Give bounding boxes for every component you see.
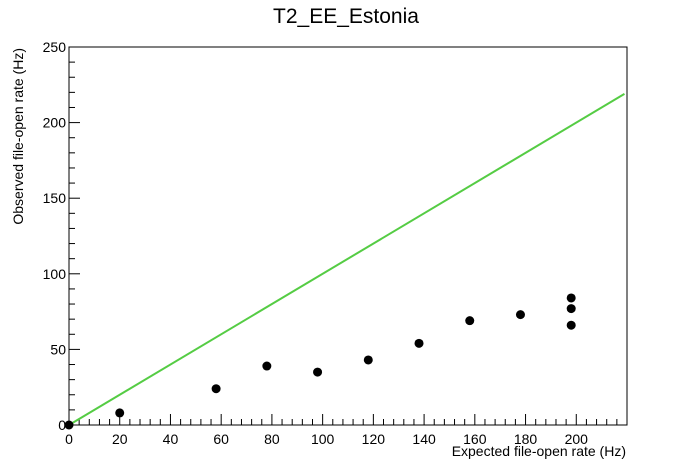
y-tick-label: 0 [58,417,66,433]
x-tick-label: 40 [163,431,179,447]
x-tick-label: 80 [264,431,280,447]
x-tick-label: 180 [514,431,538,447]
data-point [211,384,221,394]
data-point [515,310,525,320]
y-tick-label: 200 [43,115,67,131]
chart-title: T2_EE_Estonia [273,5,419,28]
data-point [566,304,576,314]
x-axis-title: Expected file-open rate (Hz) [452,443,626,459]
reference-line-group [68,93,625,426]
data-point [64,420,74,430]
x-tick-labels: 0 20 40 60 80 100 120 140 160 180 200 [65,431,588,447]
y-tick-label: 50 [50,341,66,357]
data-point [115,408,125,418]
x-tick-label: 20 [112,431,128,447]
x-tick-label: 140 [412,431,436,447]
data-point [566,320,576,330]
data-point [414,338,424,348]
y-tick-labels: 0 50 100 150 200 250 [43,39,67,433]
y-tick-label: 250 [43,39,67,55]
data-point [363,355,373,365]
data-point [313,367,323,377]
y-axis-title: Observed file-open rate (Hz) [10,48,26,225]
x-tick-label: 60 [213,431,229,447]
plot-frame [68,46,628,426]
axis-ticks [68,46,628,426]
x-tick-label: 100 [311,431,335,447]
x-tick-label: 120 [362,431,386,447]
data-point [465,316,475,326]
data-points [64,293,576,430]
data-point [262,361,272,371]
reference-line [68,93,625,426]
x-tick-label: 0 [65,431,73,447]
data-point [566,293,576,303]
x-tick-label: 200 [565,431,589,447]
y-tick-label: 150 [43,190,67,206]
x-tick-label: 160 [463,431,487,447]
y-tick-label: 100 [43,266,67,282]
